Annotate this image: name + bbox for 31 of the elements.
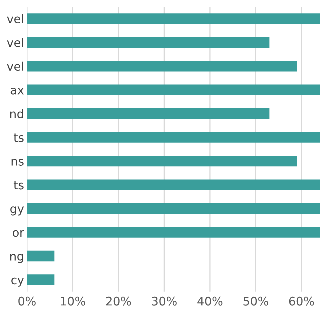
y-tick-label: or — [12, 230, 24, 238]
y-tick-label: gy — [10, 206, 24, 216]
x-tick-label: 60% — [289, 296, 314, 306]
y-tick-label: ax — [10, 88, 24, 95]
bar — [27, 156, 298, 167]
bar — [27, 250, 55, 262]
x-tick-label: 20% — [106, 296, 132, 306]
x-tick-label: 40% — [198, 296, 223, 306]
bar — [27, 180, 320, 190]
bar — [27, 227, 320, 238]
bar — [27, 108, 270, 120]
x-tick-label: 30% — [152, 296, 177, 306]
y-tick-label: vel — [7, 14, 24, 24]
y-tick-label: vel — [7, 38, 24, 48]
bar — [27, 61, 298, 72]
y-tick-label: cy — [12, 278, 24, 287]
y-tick-label: ts — [14, 181, 24, 190]
y-tick-label: ng — [10, 254, 24, 264]
bar — [27, 203, 320, 214]
y-tick-label: ts — [14, 134, 24, 142]
bar — [27, 132, 320, 143]
bar — [27, 274, 55, 286]
bar — [27, 84, 320, 96]
y-tick-label: vel — [7, 62, 24, 72]
bar — [27, 37, 270, 48]
x-tick-label: 50% — [244, 296, 268, 306]
y-tick-label: nd — [10, 109, 24, 118]
x-tick-label: 0% — [18, 296, 36, 306]
x-tick-label: 10% — [61, 296, 86, 306]
bar — [27, 14, 320, 24]
y-tick-label: ns — [12, 159, 24, 166]
